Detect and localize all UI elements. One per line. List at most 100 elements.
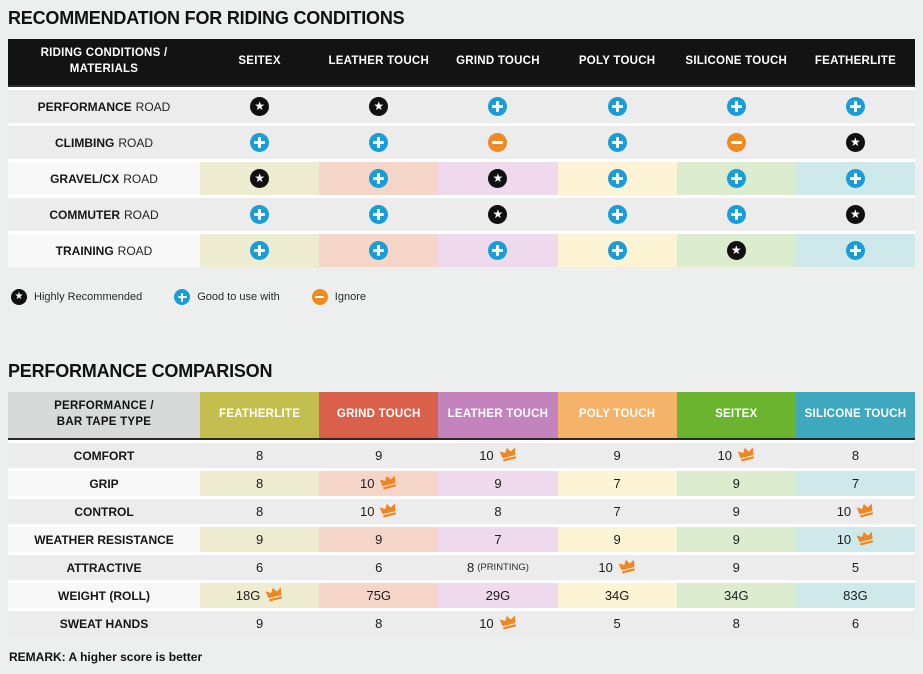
remark: REMARK: A higher score is better [9,650,203,664]
plus-icon [845,169,865,188]
minus-icon [311,289,328,305]
score-value: 10 [479,448,494,463]
score-value: 9 [732,532,740,547]
star-icon [488,169,508,188]
rating-cell [200,126,319,159]
plus-icon [607,97,627,116]
table-row: CONTROL 8 10 8 7 9 10 [8,499,915,524]
score-value: 8 [375,616,383,631]
riding-conditions-header: RIDING CONDITIONS / MATERIALS SEITEX LEAT… [8,39,915,87]
table-row: TRAINING ROAD [8,234,916,267]
header-label-line2: MATERIALS [69,63,139,75]
score-value: 9 [613,532,621,547]
score-cell: 6 [319,555,438,580]
rating-cell [557,234,677,267]
score-cell: 8 [677,611,796,636]
score-value: 34G [604,588,630,603]
table-row: SWEAT HANDS 9 8 10 5 8 6 [8,611,915,636]
star-icon [369,97,389,116]
rating-cell [677,90,796,123]
column-header: SEITEX [676,392,796,438]
rating-cell [795,162,916,195]
rating-cell [319,126,438,159]
rating-cell [200,90,319,123]
score-value: 8 [851,448,860,463]
header-label-line1: PERFORMANCE / [54,400,154,413]
score-cell: 10 [795,527,916,552]
legend-item: Highly Recommended [11,289,142,305]
riding-conditions-table: RIDING CONDITIONS / MATERIALS SEITEX LEAT… [8,39,916,267]
rating-cell [558,198,677,231]
star-icon [845,205,865,224]
score-cell: 10 [438,611,557,636]
score-value: 9 [613,448,621,463]
score-cell: 8 [200,471,320,496]
score-cell: 8 [319,611,438,636]
score-value: 10 [479,616,494,631]
table-row: CLIMBING ROAD [8,126,915,159]
rating-cell [319,162,439,195]
rating-cell [558,126,677,159]
legend-item: Good to use with [174,289,280,305]
rating-cell [796,126,915,159]
performance-comparison-table: PERFORMANCE / BAR TAPE TYPE FEATHERLITE G… [8,392,916,636]
minus-icon [488,133,508,152]
legend: Highly Recommended Good to use with Ignore [11,289,915,305]
rating-cell [438,234,558,267]
plus-icon [250,241,270,260]
performance-comparison-body: COMFORT 8 9 10 9 10 8 GRIP 8 10 9 7 9 7 CONTROL 8 10 8 7 9 1… [8,440,916,636]
star-icon [488,205,508,224]
plus-icon [607,241,627,260]
legend-label: Highly Recommended [34,291,143,303]
score-cell: 9 [676,527,796,552]
column-header: LEATHER TOUCH [328,55,430,68]
table-row: GRAVEL/CX ROAD [8,162,916,195]
star-icon [11,289,27,305]
rating-cell [200,162,320,195]
score-cell: 8 (PRINTING) [438,555,557,580]
row-label: SWEAT HANDS [59,616,149,631]
crown-icon [617,557,637,576]
score-cell: 8 [438,499,557,524]
star-icon [845,133,865,152]
header-label-cell: RIDING CONDITIONS / MATERIALS [8,39,200,85]
score-cell: 83G [795,583,916,608]
score-cell: 10 [319,471,439,496]
crown-icon [736,445,756,464]
score-value: 10 [598,560,613,575]
score-cell: 10 [796,499,915,524]
score-value: 10 [717,448,732,463]
score-cell: 18G [200,583,320,608]
plus-icon [250,133,270,152]
score-value: 29G [485,588,511,603]
score-cell: 9 [677,499,796,524]
score-cell: 9 [558,443,677,468]
score-value: 9 [255,532,264,547]
plus-icon [845,97,865,116]
crown-icon [856,529,876,548]
header-label-line2: BAR TAPE TYPE [56,416,152,428]
plus-icon [174,289,191,305]
row-label: GRIP [8,471,200,496]
score-cell: 8 [796,443,915,468]
score-cell: 29G [438,583,558,608]
row-label: WEATHER RESISTANCE [8,527,200,552]
score-value: 7 [613,476,621,491]
table-row: GRIP 8 10 9 7 9 7 [8,471,916,496]
header-label-line1: RIDING CONDITIONS / [40,47,168,60]
crown-icon [498,445,518,464]
score-cell: 34G [557,583,677,608]
table-row: COMMUTER ROAD [8,198,915,231]
score-value: 8 [255,504,264,519]
score-cell: 9 [319,443,438,468]
score-value: 5 [851,560,860,575]
score-cell: 9 [676,471,796,496]
rating-cell [438,198,557,231]
star-icon [250,169,270,188]
column-header: GRIND TOUCH [456,55,540,68]
column-header: FEATHERLITE [200,392,320,438]
score-cell: 10 [677,443,796,468]
score-value: 8 [732,616,740,631]
table-row: COMFORT 8 9 10 9 10 8 [8,443,915,468]
